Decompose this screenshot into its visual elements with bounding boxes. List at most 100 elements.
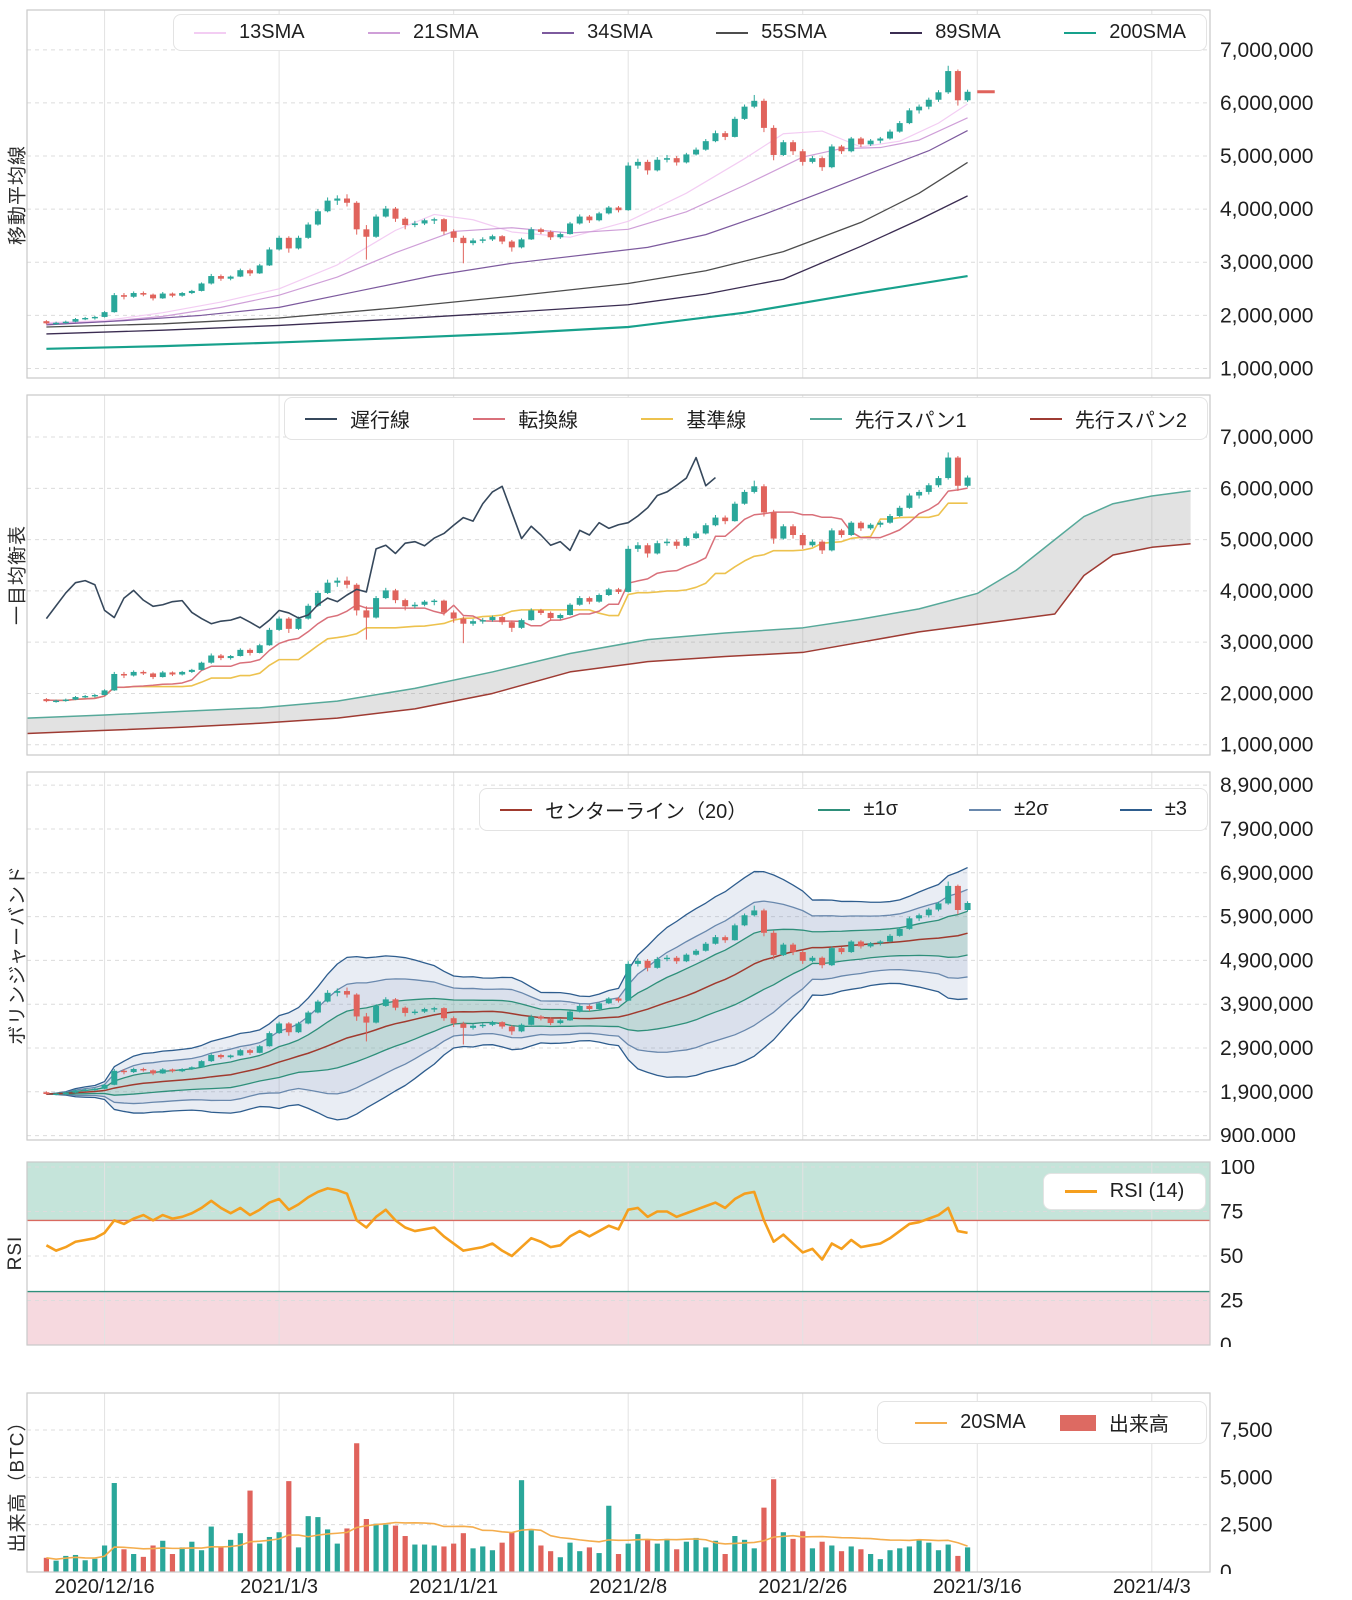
sigma2-line-swatch-icon: [969, 808, 1002, 811]
legend-label: 基準線: [686, 410, 747, 432]
legend-item-volume-sma[interactable]: 20SMA: [915, 1411, 1026, 1434]
legend-item-rsi[interactable]: RSI (14): [1064, 1180, 1185, 1203]
legend-label: ±1σ: [863, 798, 898, 820]
legend-label: 先行スパン1: [854, 410, 967, 432]
rsi-plot[interactable]: 0 25 50 75 100: [0, 1160, 1352, 1347]
span-a-line-swatch-icon: [809, 417, 842, 420]
sigma3-line-swatch-icon: [1119, 808, 1152, 811]
kijun-line: [46, 502, 968, 702]
legend-item-200sma[interactable]: 200SMA: [1064, 21, 1186, 44]
legend-label: 13SMA: [239, 21, 305, 43]
legend-label: 21SMA: [413, 21, 479, 43]
legend-item-centerline[interactable]: センターライン（20）: [500, 795, 747, 824]
kumo-cloud: [27, 490, 1191, 734]
plot-border: [26, 9, 1211, 379]
13sma-line-swatch-icon: [194, 31, 226, 34]
y-tick-label: 2,500: [1220, 1514, 1273, 1537]
y-tick-label: 6,000,000: [1220, 92, 1313, 115]
sma200-line: [46, 274, 968, 350]
volume-bar-swatch-icon: [1059, 1414, 1096, 1431]
y-tick-label: 5,900,000: [1220, 906, 1313, 929]
y-tick-label: 3,000,000: [1220, 631, 1313, 654]
band-line: [46, 982, 968, 1121]
legend-item-tenkan[interactable]: 転換線: [473, 404, 578, 433]
legend-item-34sma[interactable]: 34SMA: [542, 21, 653, 44]
sma-legend: 13SMA 21SMA 34SMA 55SMA 89SMA 200SMA: [173, 14, 1207, 51]
x-tick-label: 2020/12/16: [55, 1576, 155, 1598]
55sma-line-swatch-icon: [716, 31, 749, 34]
legend-label: RSI (14): [1109, 1180, 1185, 1202]
sma55-line: [46, 161, 968, 328]
legend-item-kijun[interactable]: 基準線: [641, 404, 746, 433]
plot-border: [26, 1161, 1211, 1346]
y-tick-label: 25: [1220, 1289, 1243, 1312]
band-line: [46, 888, 968, 1095]
y-tick-label: 6,900,000: [1220, 862, 1313, 885]
legend-label: センターライン（20）: [545, 801, 748, 823]
y-axis-labels: 0 25 50 75 100: [1220, 1160, 1255, 1347]
legend-label: 55SMA: [761, 21, 827, 43]
21sma-line-swatch-icon: [368, 31, 401, 34]
y-tick-label: 50: [1220, 1245, 1243, 1268]
sma89-line: [46, 195, 968, 335]
y-tick-label: 900,000: [1220, 1125, 1296, 1142]
band-line: [46, 954, 968, 1096]
band-line: [46, 866, 968, 1095]
legend-label: 遅行線: [350, 410, 410, 432]
bollinger-plot[interactable]: 900,000 1,900,000 2,900,000 3,900,000 4,900,…: [0, 770, 1352, 1142]
volume-layers: [43, 1443, 971, 1572]
moving-averages-plot[interactable]: 1,000,000 2,000,000 3,000,000 4,000,000 5,00…: [0, 8, 1352, 380]
y-tick-label: 2,000,000: [1220, 682, 1313, 705]
y-tick-label: 4,000,000: [1220, 580, 1313, 603]
y-tick-label: 5,000: [1220, 1466, 1273, 1489]
candlesticks: [43, 65, 971, 325]
y-tick-label: 1,900,000: [1220, 1081, 1313, 1104]
rsi-line-swatch-icon: [1064, 1190, 1097, 1193]
legend-item-lagging[interactable]: 遅行線: [305, 404, 410, 433]
kijun-line-swatch-icon: [641, 417, 674, 420]
lagging-line: [45, 456, 716, 629]
legend-label: ±3: [1164, 798, 1187, 820]
89sma-line-swatch-icon: [890, 31, 923, 34]
sigma1-line-swatch-icon: [818, 808, 851, 811]
legend-label: 200SMA: [1109, 21, 1186, 43]
volume-sma-line: [46, 1521, 968, 1561]
rsi-layers: [45, 1187, 968, 1261]
y-tick-label: 2,000,000: [1220, 304, 1313, 327]
legend-item-sigma3[interactable]: ±3: [1119, 798, 1187, 821]
tenkan-line: [46, 487, 968, 702]
band-line: [46, 968, 968, 1105]
legend-item-89sma[interactable]: 89SMA: [890, 21, 1001, 44]
sma-layers: [43, 65, 995, 350]
x-axis: 2020/12/16 2021/1/3 2021/1/21 2021/2/8 2021/…: [55, 1576, 1191, 1598]
legend-label: 転換線: [518, 410, 579, 432]
y-tick-label: 3,900,000: [1220, 993, 1313, 1016]
volume-bars: [43, 1443, 971, 1572]
legend-item-21sma[interactable]: 21SMA: [368, 21, 479, 44]
legend-item-55sma[interactable]: 55SMA: [716, 21, 827, 44]
ichimoku-legend: 遅行線 転換線 基準線 先行スパン1 先行スパン2: [284, 397, 1208, 440]
y-tick-label: 3,000,000: [1220, 251, 1313, 274]
y-axis-labels: 1,000,000 2,000,000 3,000,000 4,000,000 5,00…: [1220, 39, 1313, 380]
y-tick-label: 1,000,000: [1220, 734, 1313, 757]
legend-item-sigma1[interactable]: ±1σ: [818, 798, 898, 821]
y-tick-label: 100: [1220, 1160, 1255, 1179]
candlesticks: [43, 881, 971, 1096]
legend-item-volume-bars[interactable]: 出来高: [1059, 1408, 1169, 1437]
legend-label: 先行スパン2: [1074, 410, 1187, 432]
y-tick-label: 2,900,000: [1220, 1037, 1313, 1060]
y-tick-label: 4,000,000: [1220, 198, 1313, 221]
x-tick-label: 2021/3/16: [933, 1576, 1022, 1598]
legend-item-span-a[interactable]: 先行スパン1: [809, 404, 967, 433]
y-axis-labels: 1,000,000 2,000,000 3,000,000 4,000,000 5,00…: [1220, 426, 1313, 757]
ichimoku-plot[interactable]: 1,000,000 2,000,000 3,000,000 4,000,000 5,00…: [0, 393, 1352, 757]
legend-item-13sma[interactable]: 13SMA: [194, 21, 305, 44]
legend-item-span-b[interactable]: 先行スパン2: [1029, 404, 1187, 433]
band-line: [46, 910, 968, 1095]
sma34-line: [46, 130, 968, 326]
legend-label: 出来高: [1108, 1414, 1169, 1436]
volume-plot[interactable]: 0 2,500 5,000 7,500: [0, 1391, 1352, 1574]
legend-item-sigma2[interactable]: ±2σ: [969, 798, 1049, 821]
sma13-line: [46, 103, 968, 324]
